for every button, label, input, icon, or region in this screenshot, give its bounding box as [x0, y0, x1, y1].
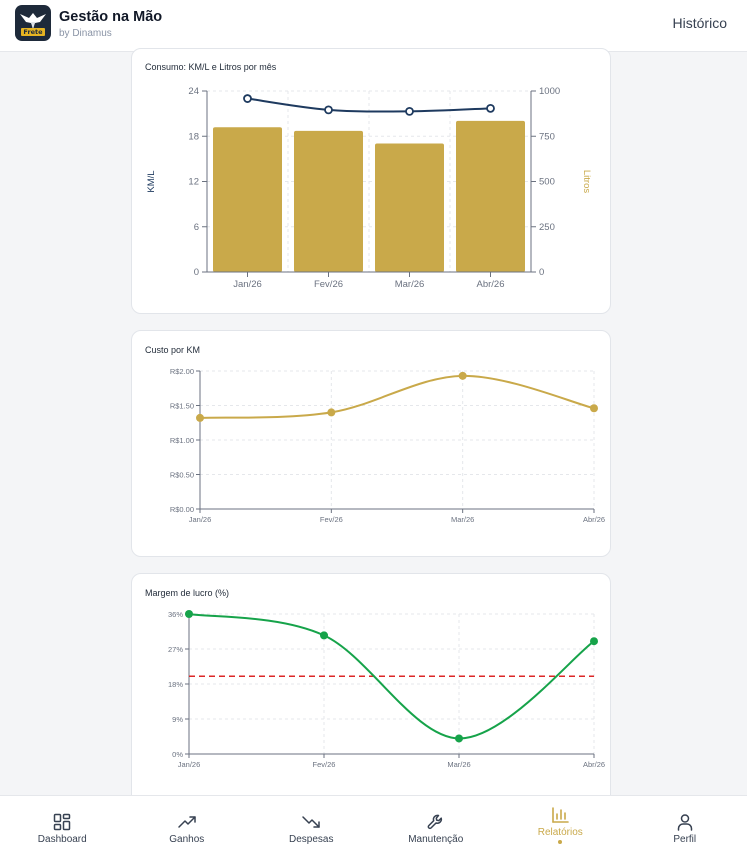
profit-margin-chart-card: Margem de lucro (%) 0% 9% 18% 27% 36% Jan/26 F…	[131, 573, 611, 813]
x-tick-label: Jan/26	[178, 760, 201, 769]
bar	[213, 127, 282, 272]
series-point	[458, 371, 467, 380]
logo-tag: Frete	[21, 28, 45, 36]
series-point	[405, 106, 414, 116]
nav-label: Despesas	[289, 834, 334, 845]
nav-ganhos[interactable]: Ganhos	[125, 796, 250, 850]
consumption-chart-card: Consumo: KM/L e Litros por mês 0 6 12 18 24 0…	[131, 48, 611, 314]
bar	[456, 120, 525, 273]
x-tick-label: Abr/26	[583, 760, 605, 769]
y-tick-label: 27%	[168, 645, 183, 654]
chart-title: Margem de lucro (%)	[145, 588, 230, 598]
x-tick-label: Mar/26	[451, 515, 474, 524]
y-tick-label: 18	[188, 131, 199, 142]
wrench-icon	[427, 814, 442, 830]
y2-tick-label: 0	[539, 267, 544, 278]
y-tick-label: 12	[188, 177, 199, 188]
active-indicator	[558, 840, 563, 844]
x-tick-label: Fev/26	[314, 279, 343, 290]
y-tick-label: R$1.00	[170, 436, 194, 445]
nav-label: Manutenção	[408, 834, 464, 845]
trending-down-icon	[302, 816, 320, 828]
nav-relatorios[interactable]: Relatórios	[498, 796, 623, 850]
x-tick-label: Jan/26	[233, 279, 262, 290]
series-point	[196, 413, 204, 422]
app-title: Gestão na Mão	[59, 9, 163, 25]
nav-perfil[interactable]: Perfil	[623, 796, 747, 850]
series-point	[455, 734, 463, 743]
bar	[375, 143, 444, 272]
x-tick-label: Fev/26	[313, 760, 336, 769]
eagle-icon	[20, 13, 46, 30]
nav-label: Relatórios	[537, 827, 583, 838]
history-link[interactable]: Histórico	[672, 15, 727, 31]
nav-dashboard[interactable]: Dashboard	[0, 796, 125, 850]
series-line	[247, 97, 491, 113]
cost-per-km-chart-card: Custo por KM R$0.00 R$0.50 R$1.00 R$1.50 R$2…	[131, 330, 611, 557]
series-point	[590, 404, 598, 413]
nav-manutencao[interactable]: Manutenção	[374, 796, 499, 850]
y-tick-label: 6	[194, 222, 199, 233]
y2-axis-label: Litros	[581, 170, 592, 193]
series-point	[320, 631, 328, 640]
x-tick-label: Abr/26	[477, 279, 505, 290]
series-point	[324, 105, 333, 115]
app-logo: Frete	[15, 5, 51, 41]
x-tick-label: Fev/26	[320, 515, 343, 524]
chart-title: Custo por KM	[145, 345, 201, 355]
y-tick-label: R$2.00	[170, 367, 194, 376]
series-line	[199, 374, 595, 419]
y-tick-label: 36%	[168, 610, 183, 619]
y-tick-label: 18%	[168, 680, 183, 689]
dashboard-grid-icon	[54, 813, 71, 831]
y-tick-label: R$1.50	[170, 402, 194, 411]
y2-tick-label: 1000	[539, 86, 560, 97]
bar-chart-icon	[552, 807, 570, 823]
cost-per-km-chart: R$0.00 R$0.50 R$1.00 R$1.50 R$2.00 Jan/26 Fev/…	[170, 367, 605, 524]
x-tick-label: Abr/26	[583, 515, 605, 524]
series-point	[185, 610, 193, 618]
y-tick-label: R$0.00	[170, 505, 194, 514]
series-line	[188, 613, 595, 740]
y-tick-label: R$0.50	[170, 471, 194, 480]
x-tick-label: Jan/26	[189, 515, 212, 524]
nav-label: Ganhos	[169, 834, 205, 845]
y2-tick-label: 750	[539, 131, 555, 142]
y-tick-label: 0%	[172, 750, 183, 759]
app-subtitle: by Dinamus	[59, 28, 112, 39]
y-tick-label: 0	[194, 267, 199, 278]
nav-despesas[interactable]: Despesas	[249, 796, 374, 850]
series-point	[590, 637, 598, 646]
series-point	[327, 408, 336, 417]
nav-label: Dashboard	[37, 834, 87, 845]
x-tick-label: Mar/26	[447, 760, 470, 769]
trending-up-icon	[178, 816, 196, 828]
series-point	[243, 94, 252, 103]
chart-title: Consumo: KM/L e Litros por mês	[145, 62, 277, 72]
user-icon	[677, 814, 692, 831]
app-header: Frete Gestão na Mão by Dinamus Histórico	[0, 0, 747, 52]
nav-label: Perfil	[673, 834, 697, 845]
bottom-nav: Dashboard Ganhos Despesas Manutenção Rel…	[0, 795, 747, 850]
y-tick-label: 9%	[172, 715, 183, 724]
y-tick-label: 24	[188, 86, 199, 97]
x-tick-label: Mar/26	[395, 279, 425, 290]
y2-tick-label: 500	[539, 177, 555, 188]
y2-tick-label: 250	[539, 222, 555, 233]
bar	[294, 130, 363, 272]
profit-margin-chart: 0% 9% 18% 27% 36% Jan/26 Fev/26 Mar/26 Abr/26	[168, 610, 605, 769]
consumption-chart: 0 6 12 18 24 0 250 500 750 1000 Jan/26 Fev/26 Mar/26…	[146, 86, 592, 290]
series-point	[486, 103, 495, 113]
y-axis-label: KM/L	[146, 170, 157, 192]
